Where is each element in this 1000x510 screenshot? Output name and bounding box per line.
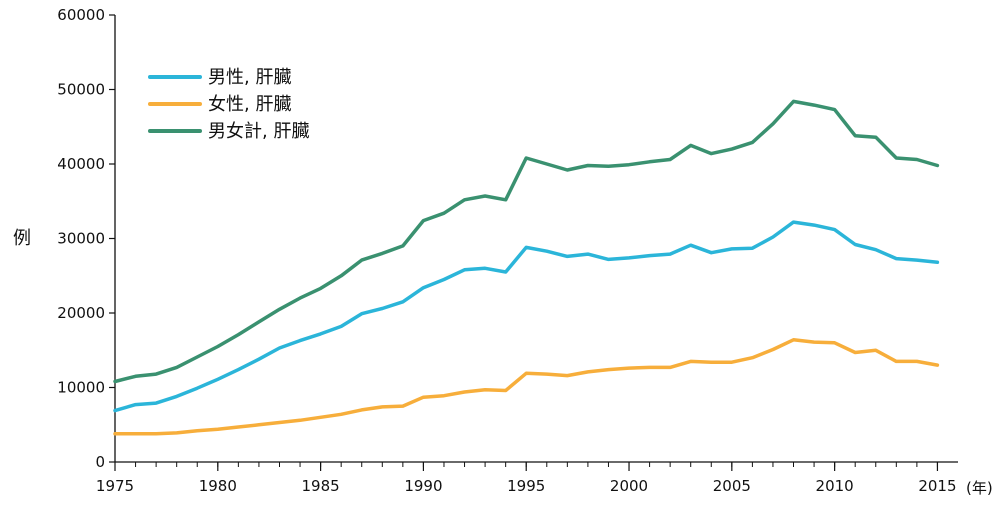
y-tick-label: 0: [95, 453, 105, 471]
x-tick-label: 2000: [610, 477, 648, 495]
y-tick-label: 10000: [57, 379, 105, 397]
series-line-3: [113, 99, 940, 384]
x-tick-label: 2015: [918, 477, 956, 495]
series-line-2: [113, 338, 940, 436]
x-tick-label: 1985: [302, 477, 340, 495]
series-line-1: [113, 220, 940, 413]
legend-label: 男性, 肝臓: [208, 67, 291, 88]
y-tick-label: 40000: [57, 155, 105, 173]
y-tick-label: 60000: [57, 6, 105, 24]
x-tick-label: 2010: [816, 477, 854, 495]
legend-label: 男女計, 肝臓: [208, 121, 309, 142]
legend-label: 女性, 肝臓: [208, 94, 291, 115]
y-tick-label: 30000: [57, 230, 105, 248]
x-tick-label: 1995: [507, 477, 545, 495]
x-tick-label: 1980: [199, 477, 237, 495]
x-axis-unit: (年): [966, 479, 993, 497]
y-tick-label: 20000: [57, 304, 105, 322]
y-tick-label: 50000: [57, 81, 105, 99]
x-tick-label: 2005: [713, 477, 751, 495]
series-layer: [113, 99, 940, 436]
x-tick-label: 1990: [404, 477, 442, 495]
x-tick-label: 1975: [96, 477, 134, 495]
axes: 0 10000 20000 30000 40000 50000 60000 1975 1980 1…: [57, 6, 958, 495]
y-axis-label: 例: [13, 228, 31, 249]
